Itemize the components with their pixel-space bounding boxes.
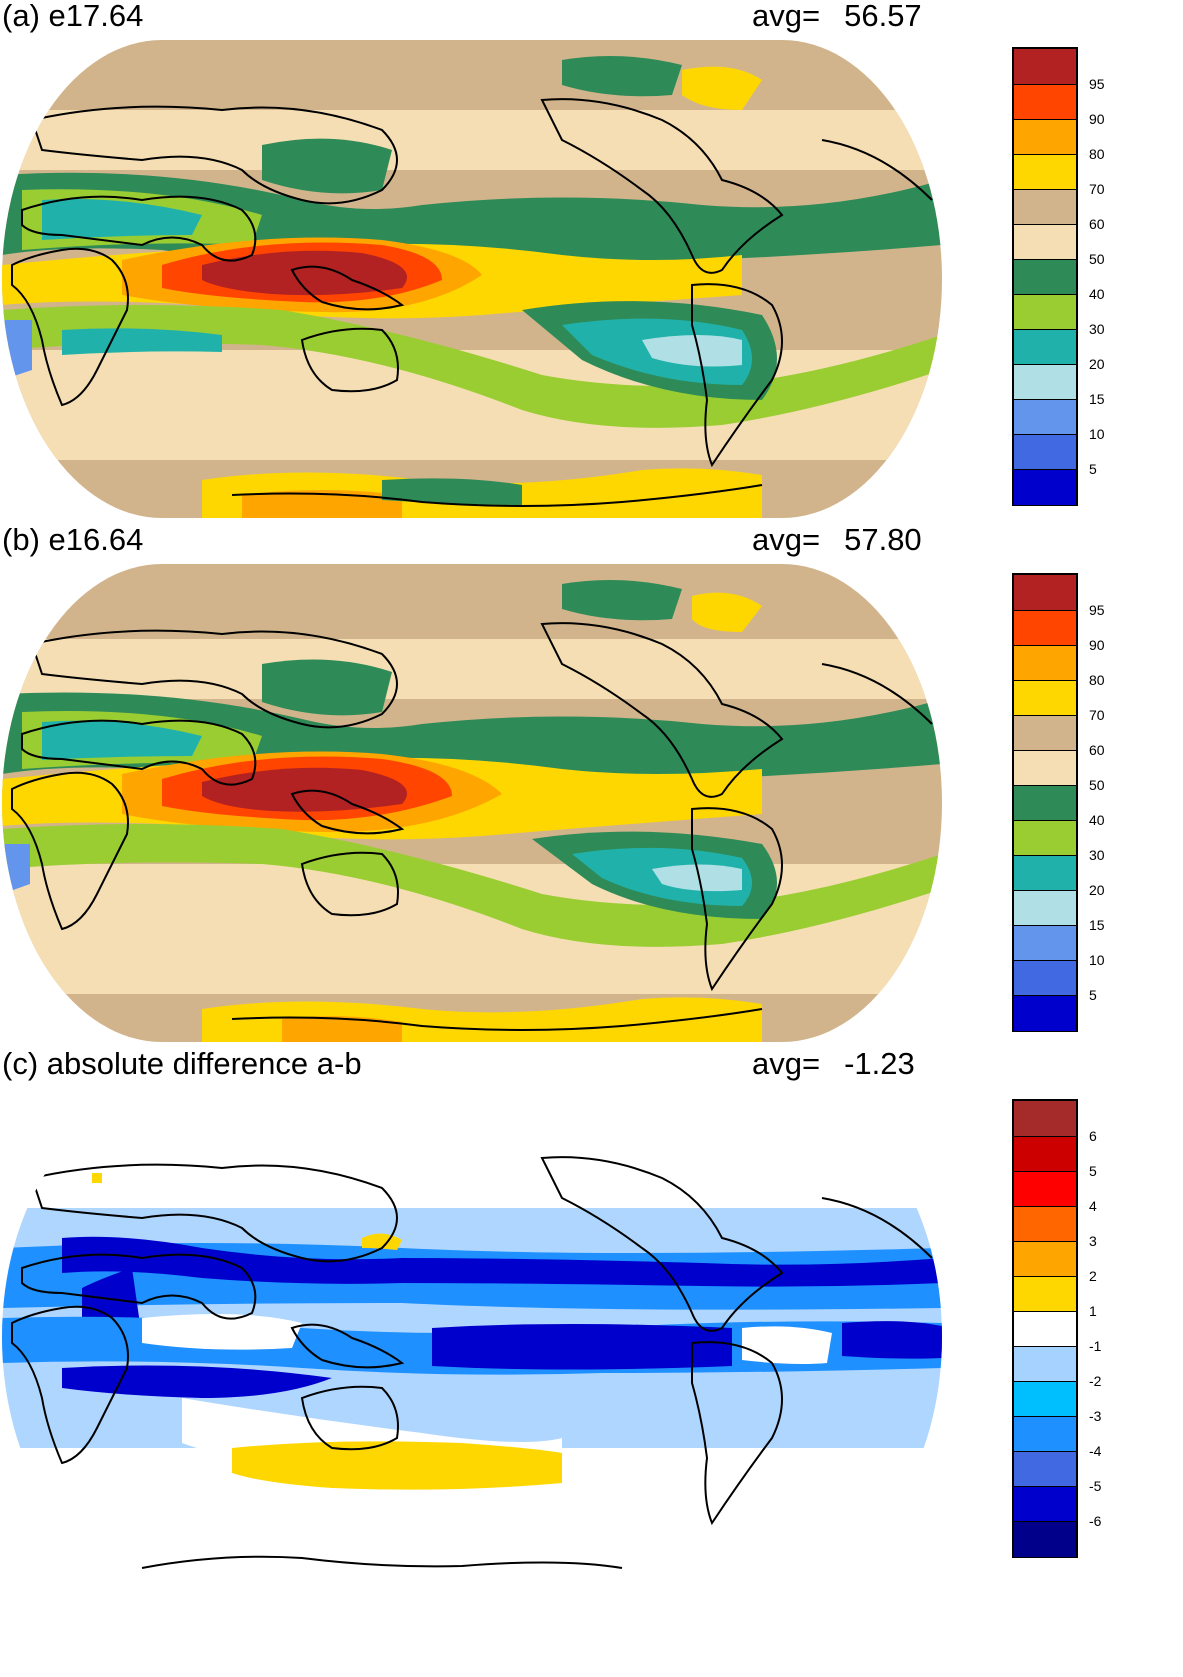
colorbar-swatch — [1014, 925, 1076, 961]
colorbar-label: 20 — [1089, 882, 1105, 898]
colorbar-swatch — [1014, 960, 1076, 996]
colorbar-swatch — [1014, 364, 1076, 400]
colorbar-swatch — [1014, 610, 1076, 646]
colorbar-swatch — [1014, 154, 1076, 190]
colorbar-label: 20 — [1089, 356, 1105, 372]
panel-c: (c) absolute difference a-b avg= -1.23 — [0, 1046, 1183, 1677]
colorbar-label: 10 — [1089, 952, 1105, 968]
colorbar-label: 40 — [1089, 812, 1105, 828]
colorbar-label: 50 — [1089, 251, 1105, 267]
colorbar-swatch — [1014, 1101, 1076, 1136]
colorbar-label: 30 — [1089, 847, 1105, 863]
colorbar-label: -1 — [1089, 1338, 1102, 1354]
panel-title: (b) e16.64 — [2, 522, 144, 557]
panel-title: (a) e17.64 — [2, 0, 144, 33]
colorbar-label: 15 — [1089, 917, 1105, 933]
colorbar-swatch — [1014, 995, 1076, 1031]
colorbar-swatch — [1014, 399, 1076, 435]
colorbar-label: 90 — [1089, 637, 1105, 653]
colorbar-swatch — [1014, 680, 1076, 716]
colorbar-label: 30 — [1089, 321, 1105, 337]
difference-map — [2, 1098, 942, 1576]
colorbar-swatch — [1014, 119, 1076, 155]
average-readout: avg= 56.57 — [752, 0, 922, 34]
colorbar-swatch — [1014, 1206, 1076, 1242]
colorbar-swatch — [1014, 294, 1076, 330]
panel-a: (a) e17.64 avg= 56.57 — [0, 0, 1183, 520]
field-map — [2, 564, 942, 1042]
colorbar-label: 80 — [1089, 672, 1105, 688]
colorbar-swatch — [1014, 750, 1076, 786]
colorbar-label: 40 — [1089, 286, 1105, 302]
colorbar-label: 95 — [1089, 602, 1105, 618]
colorbar-label: 15 — [1089, 391, 1105, 407]
colorbar-swatch — [1014, 715, 1076, 751]
colorbar-label: 5 — [1089, 987, 1097, 1003]
colorbar-swatch — [1014, 259, 1076, 295]
colorbar-label: 50 — [1089, 777, 1105, 793]
colorbar-swatch — [1014, 1136, 1076, 1172]
colorbar-label: 2 — [1089, 1268, 1097, 1284]
colorbar-swatch — [1014, 1311, 1076, 1347]
average-readout: avg= -1.23 — [752, 1046, 915, 1082]
average-label: avg= — [752, 1046, 821, 1081]
colorbar-label: 90 — [1089, 111, 1105, 127]
colorbar-swatch — [1014, 84, 1076, 120]
colorbar-label: 60 — [1089, 216, 1105, 232]
colorbar-frame — [1012, 573, 1078, 1032]
colorbar-label: -3 — [1089, 1408, 1102, 1424]
average-label: avg= — [752, 0, 821, 33]
colorbar-swatch — [1014, 329, 1076, 365]
colorbar-swatch — [1014, 49, 1076, 84]
colorbar-label: 1 — [1089, 1303, 1097, 1319]
colorbar-swatch — [1014, 189, 1076, 225]
colorbar-swatch — [1014, 1276, 1076, 1312]
colorbar-label: -2 — [1089, 1373, 1102, 1389]
colorbar-label: 10 — [1089, 426, 1105, 442]
colorbar-swatch — [1014, 645, 1076, 681]
colorbar-label: 4 — [1089, 1198, 1097, 1214]
colorbar-swatch — [1014, 575, 1076, 610]
colorbar-swatch — [1014, 469, 1076, 505]
field-map — [2, 40, 942, 518]
colorbar-swatch — [1014, 1241, 1076, 1277]
colorbar-label: 70 — [1089, 707, 1105, 723]
colorbar-label: 3 — [1089, 1233, 1097, 1249]
panel-b: (b) e16.64 avg= 57.80 — [0, 522, 1183, 1042]
colorbar-swatch — [1014, 1171, 1076, 1207]
colorbar-swatch — [1014, 1521, 1076, 1557]
colorbar-swatch — [1014, 1381, 1076, 1417]
colorbar-frame — [1012, 47, 1078, 506]
colorbar-swatch — [1014, 1346, 1076, 1382]
colorbar-label: 80 — [1089, 146, 1105, 162]
colorbar-label: -6 — [1089, 1513, 1102, 1529]
average-value: 56.57 — [844, 0, 922, 33]
colorbar-swatch — [1014, 434, 1076, 470]
colorbar-label: -5 — [1089, 1478, 1102, 1494]
average-value: -1.23 — [844, 1046, 915, 1081]
colorbar-label: 60 — [1089, 742, 1105, 758]
colorbar-label: 5 — [1089, 461, 1097, 477]
average-readout: avg= 57.80 — [752, 522, 922, 558]
colorbar-swatch — [1014, 1416, 1076, 1452]
colorbar-swatch — [1014, 1451, 1076, 1487]
colorbar-label: 6 — [1089, 1128, 1097, 1144]
colorbar-label: 5 — [1089, 1163, 1097, 1179]
colorbar-swatch — [1014, 1486, 1076, 1522]
average-value: 57.80 — [844, 522, 922, 557]
colorbar-swatch — [1014, 785, 1076, 821]
panel-title: (c) absolute difference a-b — [2, 1046, 362, 1081]
colorbar-swatch — [1014, 224, 1076, 260]
colorbar-frame — [1012, 1099, 1078, 1558]
average-label: avg= — [752, 522, 821, 557]
colorbar-label: 95 — [1089, 76, 1105, 92]
colorbar-swatch — [1014, 820, 1076, 856]
colorbar-label: -4 — [1089, 1443, 1102, 1459]
colorbar-swatch — [1014, 890, 1076, 926]
colorbar-swatch — [1014, 855, 1076, 891]
colorbar-label: 70 — [1089, 181, 1105, 197]
